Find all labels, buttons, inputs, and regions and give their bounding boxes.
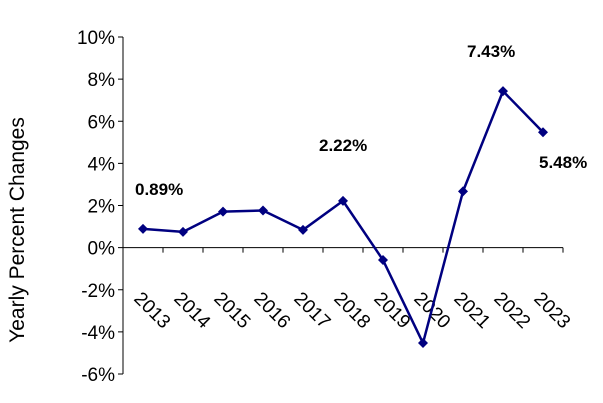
data-point-marker	[378, 255, 388, 266]
y-axis-label: Yearly Percent Changes	[6, 117, 29, 343]
y-tick-label: 4%	[88, 154, 116, 175]
x-tick-label: 2017	[289, 288, 334, 333]
data-point-marker	[538, 127, 548, 138]
chart-marks	[138, 86, 548, 349]
x-tick-label: 2023	[529, 288, 574, 333]
data-point-marker	[298, 224, 308, 235]
y-tick-label: 10%	[77, 28, 115, 49]
data-point-marker	[458, 186, 468, 197]
y-tick-label: -2%	[81, 281, 115, 302]
data-label: 7.43%	[467, 42, 515, 61]
x-tick-label: 2021	[449, 288, 494, 333]
data-point-marker	[218, 206, 228, 217]
data-label: 5.48%	[539, 153, 587, 172]
y-tick-label: -4%	[81, 323, 115, 344]
y-tick-label: -6%	[81, 365, 115, 386]
data-label: 2.22%	[319, 136, 367, 155]
data-point-marker	[258, 205, 268, 216]
chart-labels: 0.89% 2.22% 7.43% 5.48%	[135, 42, 587, 199]
x-tick-label: 2014	[169, 288, 214, 333]
data-point-marker	[178, 226, 188, 237]
data-point-marker	[138, 223, 148, 234]
y-tick-label: 0%	[88, 239, 116, 260]
data-point-marker	[498, 86, 508, 97]
x-tick-label: 2018	[329, 288, 374, 333]
y-tick-label: 8%	[88, 70, 116, 91]
x-tick-label: 2016	[249, 288, 294, 333]
data-point-marker	[338, 195, 348, 206]
data-label: 0.89%	[135, 180, 183, 199]
y-tick-label: 2%	[88, 197, 116, 218]
x-tick-label: 2022	[489, 288, 534, 333]
x-tick-label: 2013	[129, 288, 174, 333]
x-tick-label: 2015	[209, 288, 254, 333]
axes: -6%-4%-2%0%2%4%6%8%10%201320142015201620…	[77, 28, 574, 386]
data-point-marker	[418, 338, 428, 349]
y-tick-label: 6%	[88, 112, 116, 133]
